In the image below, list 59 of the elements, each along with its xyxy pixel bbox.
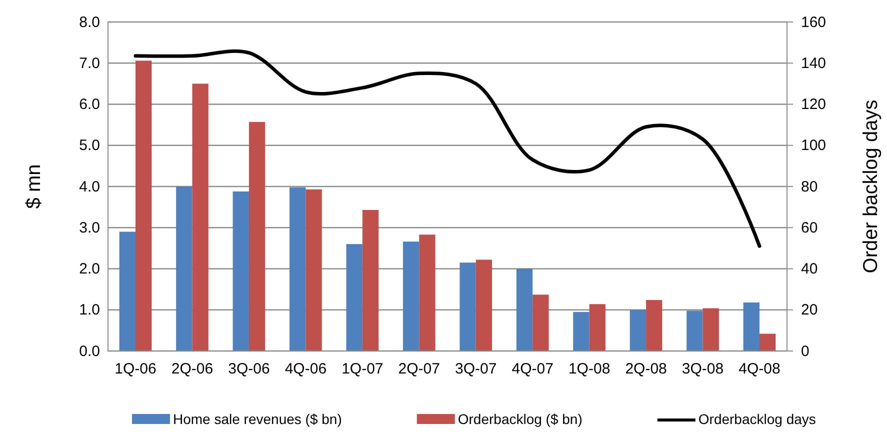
x-tick-label: 1Q-07: [342, 360, 384, 378]
x-tick-label: 1Q-06: [114, 360, 156, 378]
y-tick-label: 0.0: [79, 342, 100, 360]
x-tick-label: 2Q-07: [398, 360, 440, 378]
y2-tick-label: 80: [801, 178, 818, 196]
legend-label: Home sale revenues ($ bn): [173, 411, 342, 427]
y2-tick-label: 40: [801, 260, 818, 278]
bar: [176, 186, 192, 351]
x-tick-label: 4Q-06: [284, 360, 327, 378]
y-tick-label: 7.0: [79, 54, 100, 72]
y-tick-label: 8.0: [79, 14, 100, 31]
y-axis-title: $ mn: [23, 164, 45, 209]
y2-tick-label: 140: [801, 54, 826, 72]
bar: [646, 300, 662, 351]
bar: [402, 242, 420, 351]
bar: [346, 244, 362, 351]
x-tick-label: 4Q-08: [738, 360, 780, 378]
bar: [136, 60, 152, 351]
bar: [743, 302, 760, 351]
bar: [686, 310, 703, 351]
y2-tick-label: 20: [801, 302, 818, 319]
y-tick-label: 3.0: [79, 219, 100, 236]
bar: [702, 308, 719, 351]
bar: [516, 268, 533, 351]
x-tick-label: 2Q-08: [625, 360, 667, 378]
bar: [306, 189, 322, 351]
y2-axis-title: Order backlog days: [860, 100, 882, 274]
y-tick-label: 4.0: [79, 178, 100, 196]
bar: [476, 260, 492, 351]
bar: [192, 84, 208, 351]
legend-label: Orderbacklog days: [698, 411, 816, 427]
bar: [362, 210, 379, 351]
y2-tick-label: 120: [801, 96, 826, 114]
legend-label: Orderbacklog ($ bn): [458, 411, 582, 427]
y-tick-label: 5.0: [79, 137, 100, 154]
bar: [119, 232, 136, 351]
bar: [759, 334, 776, 351]
bar: [419, 234, 436, 351]
bar: [248, 122, 266, 351]
x-tick-label: 1Q-08: [568, 360, 610, 378]
bar: [589, 304, 606, 351]
bar: [290, 187, 306, 351]
y2-tick-label: 60: [801, 219, 818, 236]
y2-tick-label: 0: [801, 342, 810, 360]
bar: [232, 191, 249, 351]
x-tick-label: 4Q-07: [512, 360, 554, 378]
y2-tick-label: 100: [801, 137, 826, 154]
x-tick-label: 3Q-06: [228, 360, 270, 378]
bar: [532, 294, 549, 351]
x-tick-label: 2Q-06: [171, 360, 214, 378]
y-tick-label: 1.0: [79, 302, 100, 319]
x-tick-label: 3Q-08: [682, 360, 724, 378]
bar: [460, 262, 476, 351]
bar: [630, 310, 646, 351]
bar: [573, 312, 590, 351]
y-tick-label: 6.0: [79, 96, 100, 114]
y2-tick-label: 160: [801, 14, 826, 31]
y-tick-label: 2.0: [79, 260, 100, 278]
x-tick-label: 3Q-07: [455, 360, 497, 378]
